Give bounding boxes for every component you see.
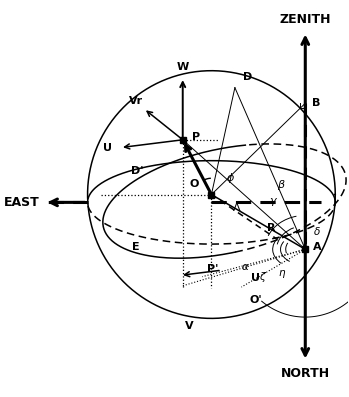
Text: $\alpha$: $\alpha$: [241, 262, 250, 272]
Text: B: B: [312, 98, 320, 108]
Text: P: P: [192, 132, 200, 142]
Text: $\zeta$: $\zeta$: [260, 270, 268, 284]
Text: D': D': [131, 166, 144, 176]
Text: W: W: [177, 62, 189, 72]
Text: NORTH: NORTH: [281, 367, 330, 380]
Text: $\delta$: $\delta$: [313, 225, 321, 237]
Text: EAST: EAST: [3, 196, 39, 209]
Text: R: R: [267, 224, 276, 233]
Text: V: V: [185, 321, 193, 331]
Text: $\eta$: $\eta$: [278, 268, 286, 279]
Text: O': O': [249, 295, 262, 305]
Text: E: E: [132, 242, 140, 252]
Text: O: O: [189, 179, 198, 189]
Text: $\phi$: $\phi$: [226, 172, 235, 185]
Text: U: U: [103, 143, 112, 152]
Text: $\beta$: $\beta$: [277, 178, 285, 192]
Text: D: D: [243, 72, 252, 83]
Text: Vr: Vr: [129, 96, 143, 106]
Text: U: U: [251, 273, 260, 283]
Text: P': P': [207, 264, 218, 274]
Text: A: A: [313, 242, 322, 252]
Text: $\Lambda$: $\Lambda$: [232, 201, 242, 213]
Text: ZENITH: ZENITH: [280, 13, 331, 26]
Text: $\gamma$: $\gamma$: [269, 196, 278, 208]
